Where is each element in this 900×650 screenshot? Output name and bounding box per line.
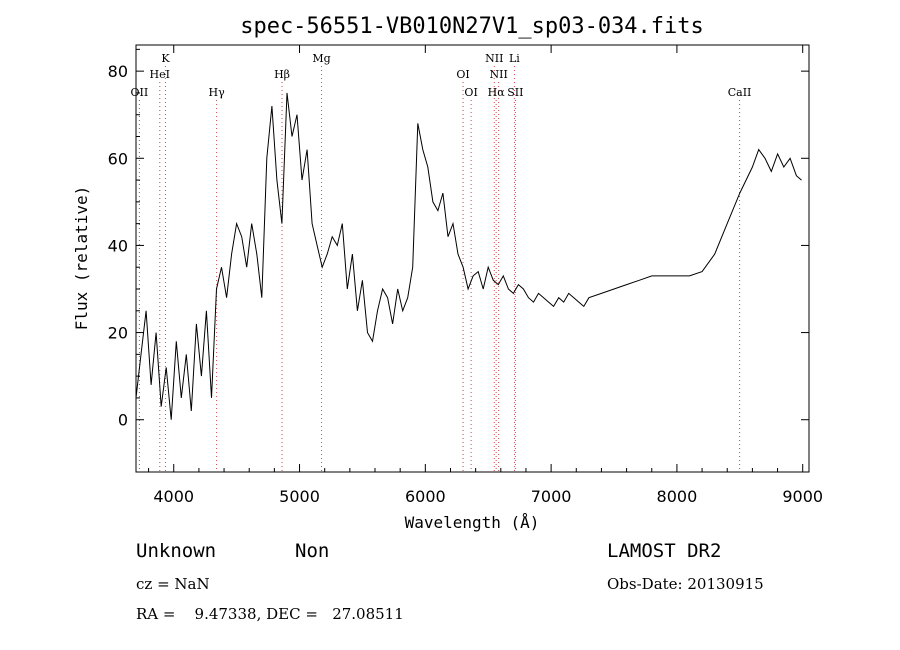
x-tick-label: 4000 <box>153 487 194 506</box>
x-tick-label: 9000 <box>782 487 823 506</box>
cz-value: cz = NaN <box>136 575 210 593</box>
observation-date: Obs-Date: 20130915 <box>607 575 764 593</box>
spectral-line-label: Hγ <box>209 86 226 99</box>
x-axis: 4000 5000 6000 7000 8000 9000 <box>148 45 823 506</box>
x-axis-label: Wavelength (Å) <box>405 513 540 532</box>
spectral-line-label: Hα <box>488 86 506 99</box>
spectral-line-label: CaII <box>728 86 752 99</box>
coordinates: RA = 9.47338, DEC = 27.08511 <box>136 605 404 623</box>
y-tick-label: 80 <box>108 62 128 81</box>
y-tick-label: 60 <box>108 149 128 168</box>
object-subclass: Non <box>295 540 330 562</box>
spectral-line-label: OI <box>456 68 469 81</box>
spectral-line-label: HeI <box>150 68 170 81</box>
spectral-line-label: Li <box>509 52 520 65</box>
y-axis: 0 20 40 60 80 <box>108 48 809 430</box>
spectral-line-label: OI <box>464 86 477 99</box>
spectral-line-label: Mg <box>312 52 330 65</box>
x-tick-label: 8000 <box>657 487 698 506</box>
plot-frame <box>135 44 810 473</box>
y-tick-label: 0 <box>118 411 128 430</box>
spectrum-line <box>135 92 802 420</box>
object-class: Unknown <box>136 540 217 562</box>
spectral-line-label: NII <box>490 68 508 81</box>
spectral-line-label: K <box>161 52 170 65</box>
y-axis-label: Flux (relative) <box>72 186 91 331</box>
survey-name: LAMOST DR2 <box>607 540 722 562</box>
spectral-line-label: NII <box>485 52 503 65</box>
spectral-line-label: Hβ <box>274 68 290 81</box>
x-tick-label: 7000 <box>531 487 572 506</box>
chart-title: spec-56551-VB010N27V1_sp03-034.fits <box>240 14 704 39</box>
y-tick-label: 20 <box>108 324 128 343</box>
x-tick-label: 5000 <box>279 487 320 506</box>
x-tick-label: 6000 <box>405 487 446 506</box>
spectral-line-label: SII <box>507 86 523 99</box>
y-tick-label: 40 <box>108 236 128 255</box>
